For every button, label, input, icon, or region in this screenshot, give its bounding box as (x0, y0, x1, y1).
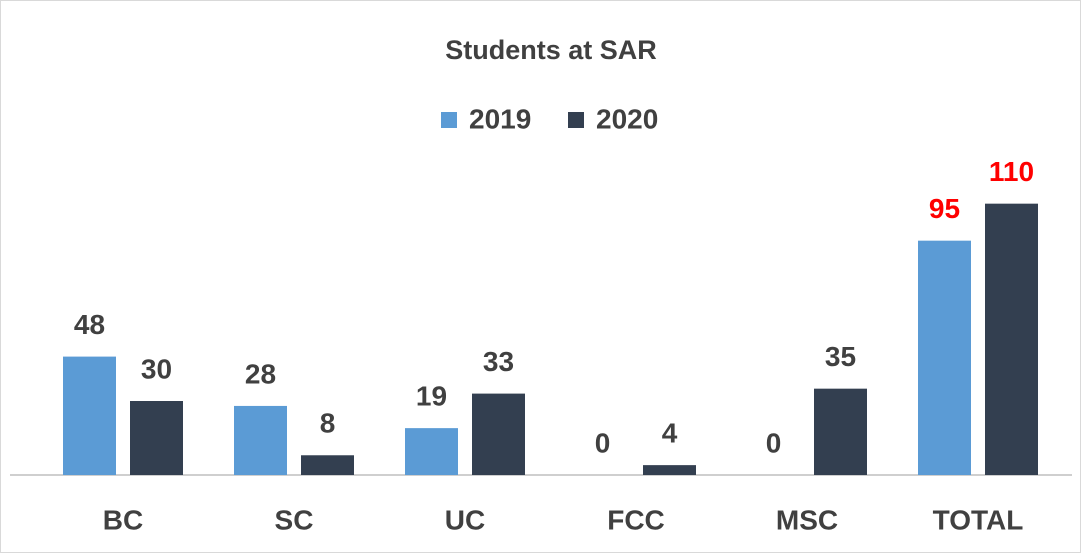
chart-title: Students at SAR (445, 35, 657, 65)
bar (405, 428, 458, 475)
data-label: 48 (74, 309, 105, 340)
bar (130, 401, 183, 475)
x-tick-label: SC (275, 504, 314, 535)
data-label: 0 (766, 427, 782, 458)
x-tick-label: MSC (776, 504, 838, 535)
data-label: 19 (416, 381, 447, 412)
data-label: 0 (595, 427, 611, 458)
data-label: 110 (989, 156, 1034, 187)
data-label: 35 (825, 341, 856, 372)
bar (472, 393, 525, 475)
bar (918, 240, 971, 475)
legend-label: 2020 (596, 103, 658, 134)
bar (301, 455, 354, 475)
bar (643, 465, 696, 475)
data-label: 33 (483, 346, 514, 377)
x-tick-label: FCC (607, 504, 665, 535)
data-label: 30 (141, 353, 172, 384)
bar (814, 388, 867, 475)
data-label: 8 (320, 408, 336, 439)
data-label: 95 (929, 193, 960, 224)
x-tick-label: TOTAL (933, 504, 1024, 535)
legend-swatch (568, 112, 584, 128)
x-tick-label: UC (445, 504, 485, 535)
bar (985, 203, 1038, 475)
legend-swatch (441, 112, 457, 128)
data-label: 4 (662, 418, 678, 449)
legend-label: 2019 (469, 103, 531, 134)
x-tick-label: BC (103, 504, 143, 535)
bar (234, 405, 287, 475)
bar (63, 356, 116, 475)
data-label: 28 (245, 358, 276, 389)
